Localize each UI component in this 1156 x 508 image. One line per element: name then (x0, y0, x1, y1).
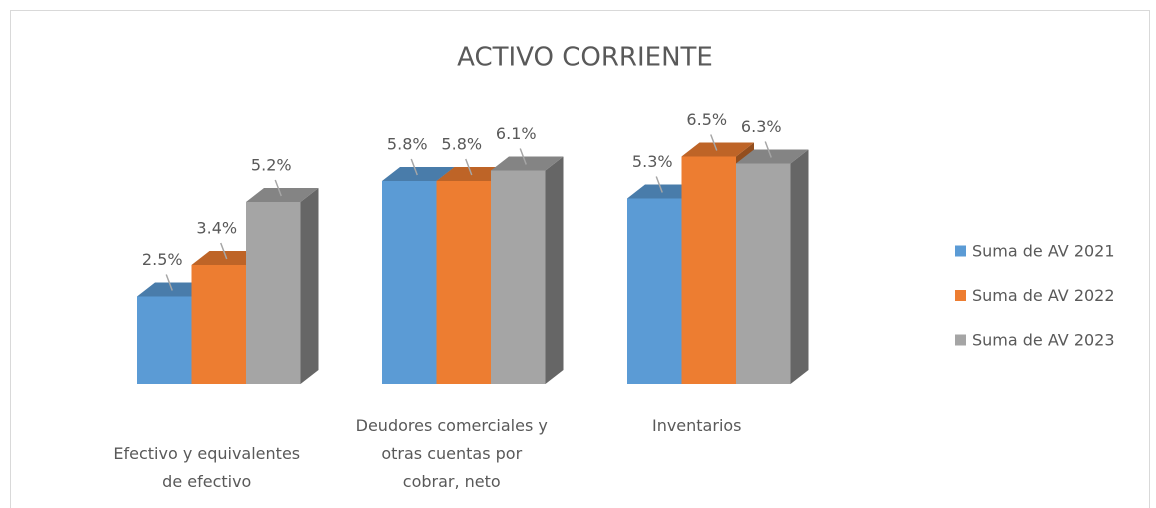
x-tick-label: Deudores comerciales y otras cuentas por… (355, 416, 548, 491)
bar-top (627, 184, 700, 199)
leader-line (220, 242, 228, 260)
legend-label: Suma de AV 2022 (972, 286, 1115, 305)
bar-top (137, 282, 210, 297)
data-label: 5.2% (251, 156, 292, 175)
bar (736, 149, 809, 384)
bar (491, 156, 564, 384)
bar-top (191, 251, 264, 265)
bar-top (681, 142, 754, 157)
data-label: 5.8% (387, 135, 428, 154)
data-label: 2.5% (142, 250, 183, 269)
leader-line (655, 176, 663, 193)
bar-front (382, 181, 437, 384)
bar-front (137, 296, 192, 384)
leader-line (274, 179, 282, 197)
leader-line (519, 148, 527, 165)
bar-top (436, 167, 509, 181)
bar-top (491, 156, 564, 171)
bar-side (790, 149, 809, 384)
bar-side (545, 156, 564, 384)
data-label: 5.8% (441, 135, 482, 154)
leader-line (764, 141, 772, 158)
bar-top (382, 167, 455, 181)
data-label: 6.5% (686, 110, 727, 129)
legend-swatch (955, 334, 966, 346)
legend-swatch (955, 245, 966, 257)
data-label: 5.3% (632, 152, 673, 171)
data-label: 6.1% (496, 124, 537, 143)
bar-front (627, 198, 682, 384)
bar-front (736, 163, 791, 384)
data-label: 6.3% (741, 117, 782, 136)
bar-front (246, 202, 301, 384)
x-tick-label: Inventarios (651, 416, 742, 435)
bar-front (436, 181, 491, 384)
legend-label: Suma de AV 2023 (972, 331, 1115, 350)
leader-line (465, 158, 473, 176)
bar-front (191, 265, 246, 384)
leader-line (165, 274, 173, 291)
chart-title: ACTIVO CORRIENTE (457, 43, 713, 73)
legend-label: Suma de AV 2021 (972, 242, 1115, 261)
bar-top (736, 149, 809, 164)
leader-line (410, 158, 418, 176)
x-tick-label: Efectivo y equivalentes de efectivo (113, 444, 301, 491)
chart-border (10, 10, 1150, 508)
bar-side (300, 188, 319, 384)
bar-front (491, 170, 546, 384)
leader-line (710, 134, 718, 151)
legend-swatch (955, 290, 966, 301)
bar-top (246, 188, 319, 202)
bar (246, 188, 319, 384)
data-label: 3.4% (196, 219, 237, 238)
bar-front (681, 156, 736, 384)
